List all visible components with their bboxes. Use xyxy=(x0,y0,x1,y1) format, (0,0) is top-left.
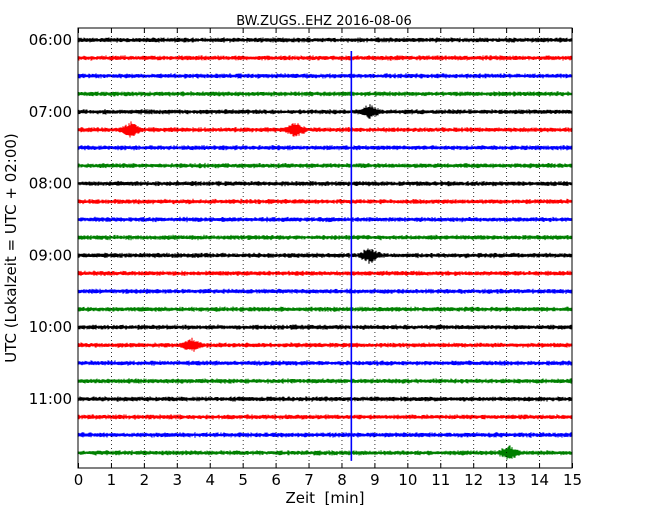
trace-18 xyxy=(77,337,573,352)
trace-04 xyxy=(77,91,573,97)
y-axis-label: UTC (Lokalzeit = UTC + 02:00) xyxy=(2,133,20,363)
trace-14 xyxy=(77,270,573,276)
x-axis-label: Zeit [min] xyxy=(285,489,364,507)
trace-13 xyxy=(77,248,573,264)
y-axis: 06:00 07:00 08:00 09:00 10:00 11:00 xyxy=(29,31,572,408)
trace-16 xyxy=(77,306,573,312)
trace-08 xyxy=(77,162,573,169)
trace-01 xyxy=(77,37,573,43)
x-tick-label: 12 xyxy=(464,471,483,489)
trace-19 xyxy=(77,360,573,366)
y-tick-label: 06:00 xyxy=(29,31,72,49)
x-tick-label: 4 xyxy=(205,471,215,489)
trace-17 xyxy=(77,324,573,330)
x-tick-label: 6 xyxy=(271,471,281,489)
x-tick-label: 3 xyxy=(173,471,183,489)
x-tick-label: 15 xyxy=(563,471,582,489)
x-tick-label: 11 xyxy=(431,471,450,489)
x-tick-label: 2 xyxy=(140,471,150,489)
y-tick-label: 09:00 xyxy=(29,246,72,264)
trace-06 xyxy=(77,121,573,138)
x-tick-label: 13 xyxy=(497,471,516,489)
y-tick-label: 07:00 xyxy=(29,103,72,121)
x-tick-label: 14 xyxy=(530,471,549,489)
x-tick-label: 10 xyxy=(398,471,417,489)
x-tick-label: 9 xyxy=(370,471,380,489)
trace-07 xyxy=(77,145,573,151)
x-tick-label: 5 xyxy=(238,471,248,489)
trace-20 xyxy=(77,378,573,384)
trace-21 xyxy=(77,396,573,402)
y-tick-label: 10:00 xyxy=(29,318,72,336)
trace-11 xyxy=(77,216,573,223)
grid-lines xyxy=(111,28,540,468)
trace-15 xyxy=(77,288,573,294)
trace-group xyxy=(77,37,573,460)
x-tick-label: 7 xyxy=(304,471,314,489)
trace-09 xyxy=(77,180,573,187)
x-axis: 0 1 2 3 4 5 6 7 8 9 10 11 12 13 14 15 xyxy=(74,28,582,489)
trace-22 xyxy=(77,414,573,420)
x-tick-label: 1 xyxy=(107,471,117,489)
trace-03 xyxy=(77,73,573,79)
plot-frame xyxy=(77,27,573,469)
trace-10 xyxy=(77,198,573,205)
y-tick-label: 11:00 xyxy=(29,390,72,408)
x-tick-label: 0 xyxy=(74,471,84,489)
trace-12 xyxy=(77,234,573,241)
x-tick-label: 8 xyxy=(337,471,347,489)
trace-05 xyxy=(77,104,573,119)
chart-title: BW.ZUGS..EHZ 2016-08-06 xyxy=(236,14,412,29)
y-tick-label: 08:00 xyxy=(29,175,72,193)
trace-24 xyxy=(77,445,573,460)
trace-02 xyxy=(77,55,573,61)
trace-23 xyxy=(77,432,573,438)
